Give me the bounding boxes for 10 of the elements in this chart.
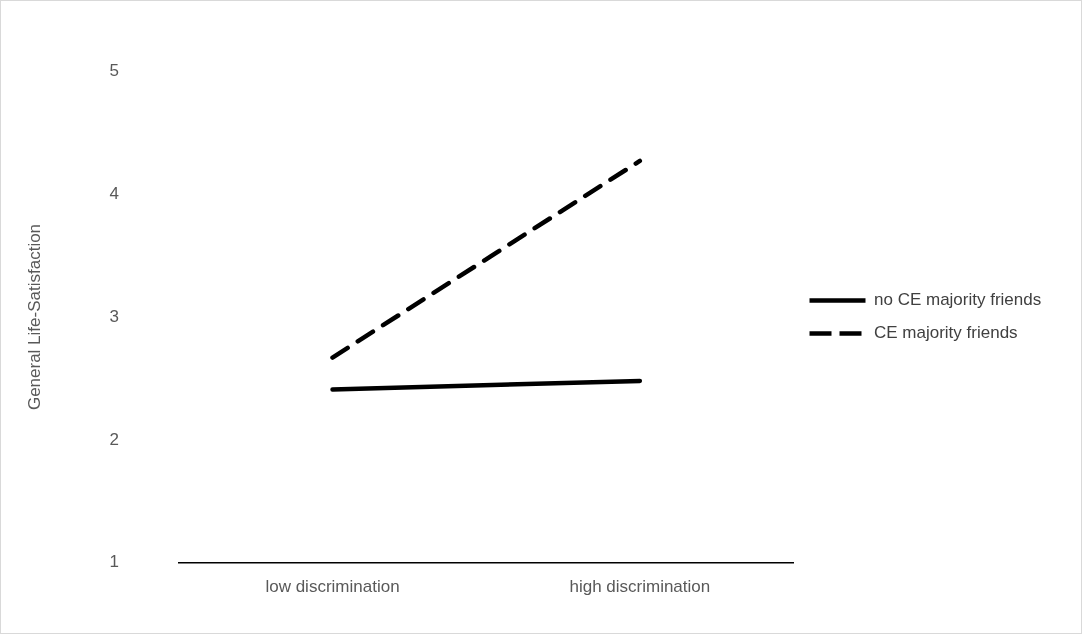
x-tick-label: low discrimination: [265, 576, 400, 596]
y-tick-label: 2: [109, 429, 119, 449]
y-tick-label: 4: [109, 183, 119, 203]
y-tick-label: 1: [109, 552, 119, 572]
y-tick-label: 3: [109, 306, 119, 326]
legend-label: no CE majority friends: [874, 290, 1042, 310]
y-axis-title: General Life-Satisfaction: [24, 223, 44, 411]
x-tick-label: high discrimination: [569, 576, 711, 596]
legend-label: CE majority friends: [874, 323, 1018, 343]
y-tick-label: 5: [109, 60, 119, 80]
